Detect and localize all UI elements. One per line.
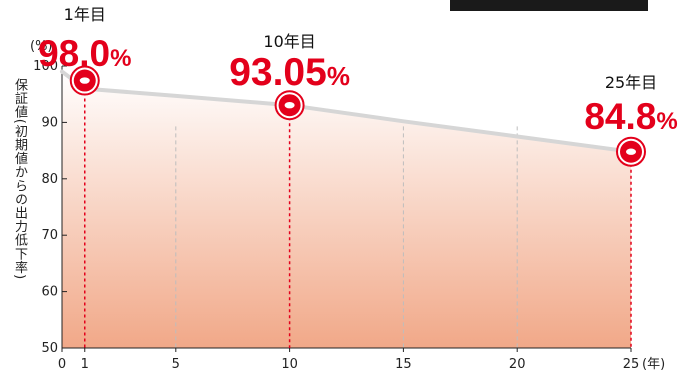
marker-center-25 <box>626 148 636 155</box>
y-tick-label: 90 <box>41 115 58 130</box>
y-tick-label: 100 <box>33 59 58 74</box>
marker-center-1 <box>79 77 90 84</box>
x-tick-label: 25 <box>623 357 640 372</box>
x-unit-label: (年) <box>642 357 665 372</box>
callout-value-25: 84.8% <box>584 96 677 137</box>
y-tick-label: 50 <box>41 341 58 356</box>
callout-label-10: 10年目 <box>263 32 315 51</box>
y-unit-label: (%) <box>30 39 53 54</box>
x-tick-label: 15 <box>395 357 412 372</box>
x-tick-label: 20 <box>509 357 526 372</box>
callout-value-10: 93.05% <box>229 51 350 94</box>
header-bar <box>450 0 648 11</box>
area-fill <box>62 71 631 348</box>
x-tick-label: 0 <box>58 357 66 372</box>
x-tick-label: 5 <box>172 357 180 372</box>
callout-value-1: 98.0% <box>38 33 131 74</box>
x-tick-label: 1 <box>81 357 89 372</box>
marker-center-10 <box>284 101 295 109</box>
y-tick-label: 60 <box>41 285 58 300</box>
x-tick-label: 10 <box>281 357 298 372</box>
callout-label-25: 25年目 <box>605 73 657 92</box>
y-tick-label: 70 <box>41 228 58 243</box>
callout-label-1: 1年目 <box>64 5 106 24</box>
y-axis-label: 保証値(初期値からの出力低下率) <box>12 78 27 280</box>
y-tick-label: 80 <box>41 172 58 187</box>
